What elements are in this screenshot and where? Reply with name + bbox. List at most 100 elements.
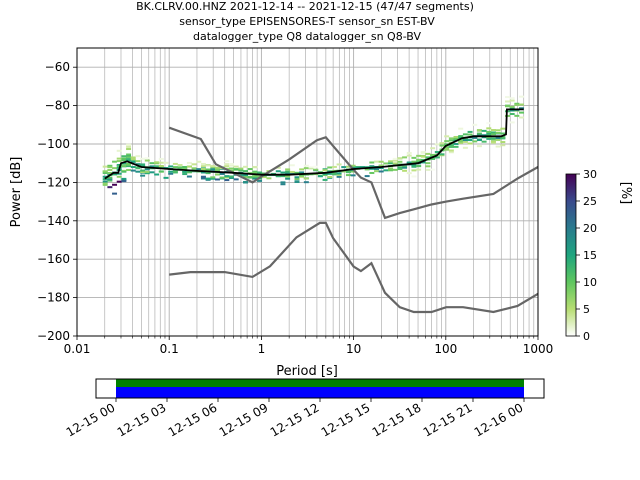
psd-cell — [112, 172, 118, 175]
psd-cell — [378, 164, 384, 167]
psd-cell — [116, 164, 122, 167]
psd-cell — [462, 139, 468, 142]
psd-cell — [453, 145, 459, 148]
psd-cell — [219, 176, 225, 179]
psd-cell — [126, 159, 132, 162]
psd-cell — [182, 167, 188, 170]
segments-bar — [116, 387, 524, 398]
psd-cell — [289, 164, 295, 167]
psd-cell — [345, 171, 351, 174]
psd-cell — [453, 137, 459, 140]
psd-cell — [458, 127, 464, 130]
psd-cell — [322, 178, 328, 181]
title-line-3: datalogger_type Q8 datalogger_sn Q8-BV — [193, 30, 421, 43]
psd-cell — [495, 138, 501, 141]
psd-cell — [261, 176, 267, 179]
psd-cell — [154, 161, 160, 164]
psd-cell — [126, 155, 132, 158]
psd-cell — [182, 173, 188, 176]
psd-cell — [416, 158, 422, 161]
psd-cell — [420, 161, 426, 164]
psd-cell — [425, 162, 431, 165]
psd-cell — [214, 178, 220, 181]
x-tick-label: 1000 — [523, 342, 554, 356]
psd-cell — [434, 156, 440, 159]
psd-cell — [448, 145, 454, 148]
psd-cell — [121, 165, 127, 168]
psd-cell — [359, 166, 365, 169]
psd-cell — [200, 177, 206, 180]
psd-cell — [116, 157, 122, 160]
x-tick-label: 1 — [258, 342, 266, 356]
psd-cell — [467, 130, 473, 133]
psd-cell — [425, 156, 431, 159]
psd-cell — [369, 167, 375, 170]
psd-cell — [322, 169, 328, 172]
colorbar-tick-label: 25 — [583, 195, 597, 208]
psd-cell — [481, 134, 487, 137]
nhnm-curve — [168, 126, 539, 220]
psd-cell — [172, 162, 178, 165]
psd-cell — [177, 166, 183, 169]
psd-cell — [229, 169, 234, 172]
psd-cell — [462, 133, 468, 136]
psd-cell — [495, 137, 501, 140]
psd-cell — [514, 114, 520, 117]
psd-cell — [102, 171, 108, 174]
psd-cell — [411, 163, 417, 166]
psd-cell — [425, 152, 431, 155]
psd-cell — [509, 97, 515, 100]
psd-cell — [402, 169, 408, 172]
x-tick-label: 100 — [434, 342, 457, 356]
psd-cell — [308, 166, 314, 169]
psd-cell — [182, 165, 188, 168]
psd-cell — [500, 137, 506, 140]
psd-cell — [224, 176, 230, 179]
mode-curve — [104, 108, 524, 180]
psd-cell — [514, 102, 520, 105]
psd-cell — [383, 169, 389, 172]
psd-cell — [149, 165, 155, 168]
psd-cell — [168, 170, 174, 173]
psd-cell — [378, 170, 384, 173]
psd-cell — [495, 145, 501, 148]
psd-cell — [130, 169, 136, 172]
x-axis-label: Period [s] — [276, 364, 338, 379]
psd-cell — [149, 162, 155, 165]
psd-cell — [144, 170, 150, 173]
colorbar-label: [%] — [618, 182, 633, 205]
psd-cell — [355, 166, 361, 169]
psd-cell — [280, 181, 286, 184]
psd-cell — [112, 183, 118, 186]
psd-cell — [243, 165, 249, 168]
psd-cell — [467, 139, 473, 142]
psd-cell — [214, 166, 220, 169]
title-line-1: BK.CLRV.00.HNZ 2021-12-14 -- 2021-12-15 … — [136, 0, 474, 13]
psd-cell — [519, 103, 525, 106]
psd-cell — [392, 162, 398, 165]
psd-cell — [495, 131, 501, 134]
psd-cell — [107, 186, 113, 189]
psd-cell — [402, 166, 408, 169]
psd-cell — [448, 137, 454, 140]
psd-cell — [285, 175, 291, 178]
psd-cell — [135, 170, 141, 173]
psd-cell — [505, 100, 510, 103]
psd-cell — [472, 123, 478, 126]
psd-cell — [313, 165, 319, 168]
y-tick-label: −100 — [37, 137, 70, 151]
psd-cell — [224, 163, 230, 166]
psd-cell — [243, 181, 249, 184]
psd-cell — [509, 113, 515, 116]
colorbar-scale — [565, 173, 577, 337]
psd-cell — [495, 129, 501, 132]
psd-cell — [280, 174, 286, 177]
psd-cell — [172, 171, 178, 174]
psd-cell — [294, 176, 300, 179]
psd-cell — [369, 161, 375, 164]
psd-cell — [350, 166, 356, 169]
psd-cell — [327, 175, 333, 178]
psd-cell — [130, 166, 136, 169]
